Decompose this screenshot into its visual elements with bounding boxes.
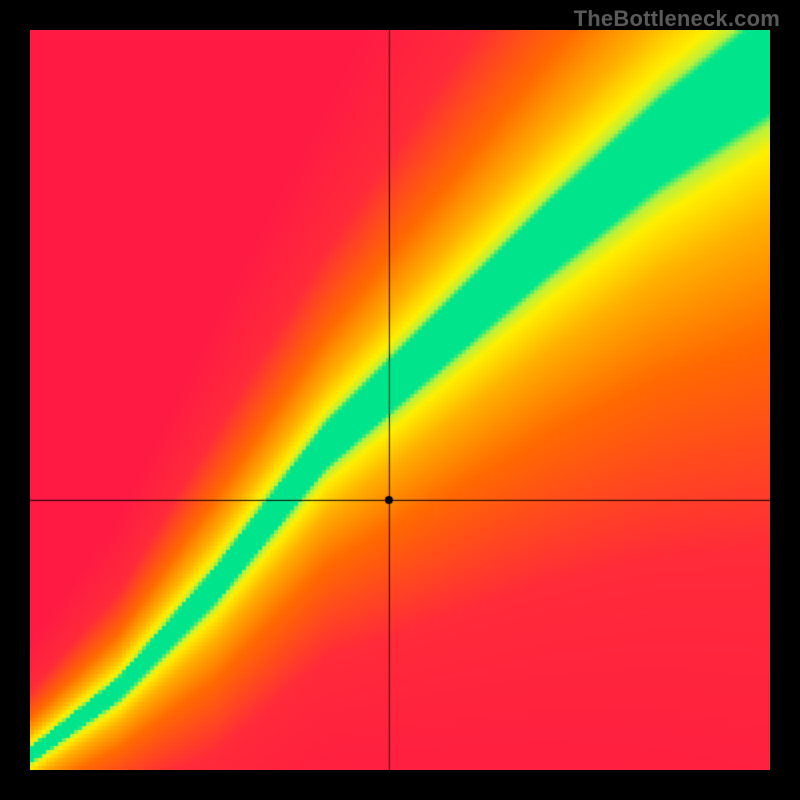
chart-frame: TheBottleneck.com	[0, 0, 800, 800]
heatmap-plot	[30, 30, 770, 770]
heatmap-canvas	[30, 30, 770, 770]
watermark-text: TheBottleneck.com	[574, 6, 780, 32]
